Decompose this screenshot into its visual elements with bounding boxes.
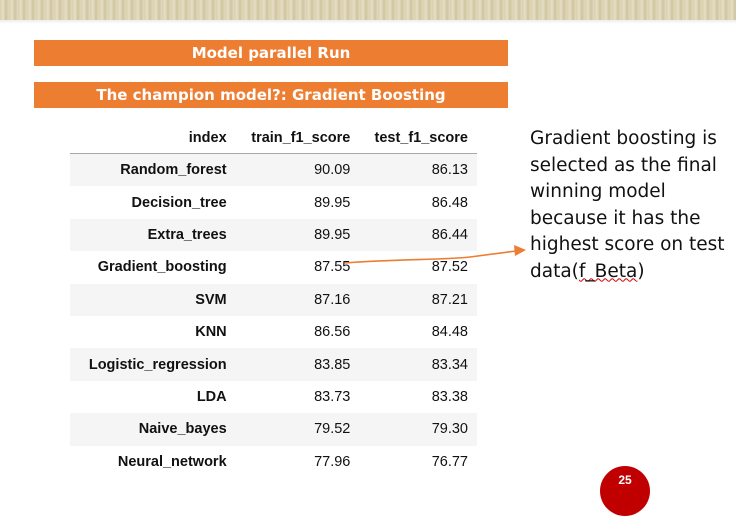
table-row: Gradient_boosting 87.55 87.52	[70, 251, 477, 283]
row-train-score: 87.16	[235, 283, 360, 316]
row-train-score: 83.73	[314, 388, 351, 405]
table-row: Random_forest 90.09 86.13	[70, 153, 477, 187]
row-train-score: 87.55	[314, 259, 351, 276]
table-row: Extra_trees 89.95 86.44	[70, 218, 477, 252]
row-test-score: 76.77	[431, 453, 468, 470]
row-model-name: Extra_trees	[70, 218, 236, 252]
callout-note-close: )	[637, 260, 645, 282]
spellcheck-marked-word: f_Beta	[578, 260, 638, 282]
row-test-score: 83.38	[431, 388, 468, 405]
row-model-name: KNN	[195, 324, 227, 341]
callout-note-text: Gradient boosting is selected as the fin…	[530, 128, 725, 282]
header-train-f1: train_f1_score	[235, 123, 360, 154]
table-header-row: index train_f1_score test_f1_score	[70, 123, 477, 154]
callout-arrow-head	[514, 245, 526, 256]
title-banner: Model parallel Run	[34, 40, 508, 66]
slide-top-texture	[0, 0, 736, 24]
row-model-name: Naive_bayes	[70, 413, 236, 446]
table-row: Decision_tree 89.95 86.48	[70, 186, 477, 218]
subtitle-banner: The champion model?: Gradient Boosting	[34, 82, 508, 108]
row-test-score: 83.34	[359, 348, 477, 381]
results-table: index train_f1_score test_f1_score Rando…	[70, 123, 477, 478]
slide-number: 25	[618, 473, 632, 487]
row-test-score: 86.44	[359, 218, 477, 252]
row-train-score: 89.95	[235, 218, 360, 252]
row-train-score: 83.85	[235, 348, 360, 381]
row-test-score: 86.13	[359, 153, 477, 187]
row-train-score: 89.95	[314, 194, 351, 211]
row-train-score: 77.96	[314, 453, 351, 470]
slide-number-badge: 25	[600, 466, 650, 516]
header-test-f1: test_f1_score	[359, 123, 477, 154]
row-model-name: Gradient_boosting	[97, 259, 227, 276]
row-model-name: Logistic_regression	[70, 348, 236, 381]
table-row: Naive_bayes 79.52 79.30	[70, 413, 477, 446]
row-train-score: 86.56	[314, 324, 351, 341]
row-model-name: SVM	[70, 283, 236, 316]
title-banner-text: Model parallel Run	[191, 44, 351, 62]
row-test-score: 86.48	[431, 194, 468, 211]
table-row: Neural_network 77.96 76.77	[70, 446, 477, 478]
row-test-score: 79.30	[359, 413, 477, 446]
row-train-score: 79.52	[235, 413, 360, 446]
table-row: SVM 87.16 87.21	[70, 283, 477, 316]
row-model-name: LDA	[196, 388, 227, 405]
callout-note: Gradient boosting is selected as the fin…	[530, 126, 730, 285]
table-row: KNN 86.56 84.48	[70, 316, 477, 348]
table-row: LDA 83.73 83.38	[70, 381, 477, 413]
row-test-score: 87.21	[359, 283, 477, 316]
row-train-score: 90.09	[235, 153, 360, 187]
row-model-name: Decision_tree	[131, 194, 227, 211]
row-model-name: Random_forest	[70, 153, 236, 187]
table-row: Logistic_regression 83.85 83.34	[70, 348, 477, 381]
row-test-score: 87.52	[431, 259, 468, 276]
header-index: index	[70, 123, 236, 154]
row-model-name: Neural_network	[117, 453, 227, 470]
row-test-score: 84.48	[431, 324, 468, 341]
subtitle-banner-text: The champion model?: Gradient Boosting	[96, 86, 446, 104]
